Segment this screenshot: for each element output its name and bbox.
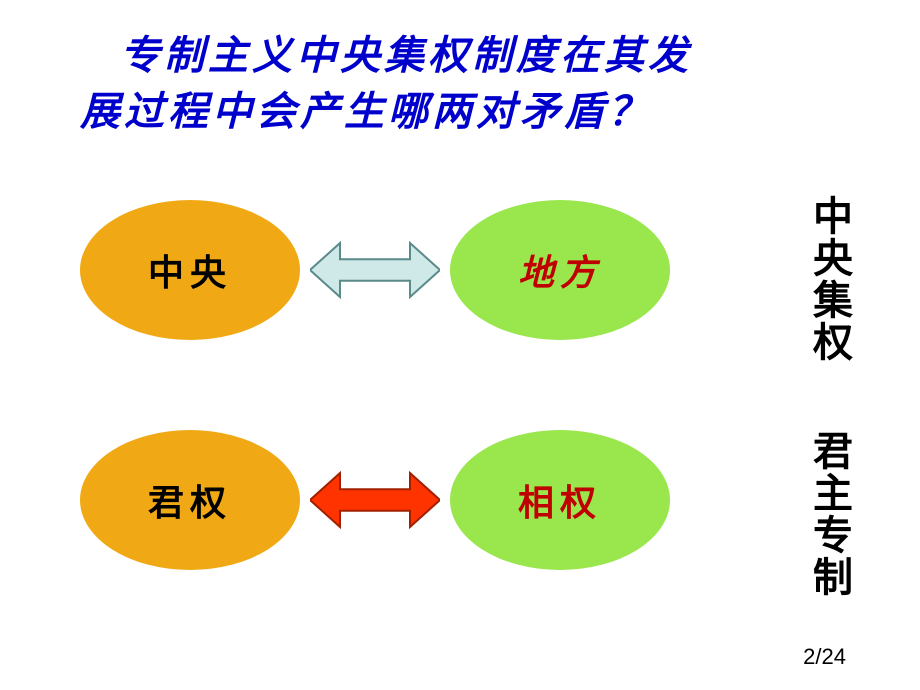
ellipse-local: 地方 [450, 200, 670, 340]
double-arrow-bottom [310, 470, 440, 535]
side-label-autocracy: 君主专制 [800, 430, 858, 598]
side-label-centralization: 中央集权 [800, 195, 858, 363]
ellipse-label: 君权 [148, 474, 232, 526]
title-line-2: 展过程中会产生哪两对矛盾？ [80, 84, 800, 140]
page-total: 24 [822, 644, 846, 669]
ellipse-label: 中央 [148, 244, 232, 296]
page-current: 2 [803, 644, 815, 669]
ellipse-minister-power: 相权 [450, 430, 670, 570]
ellipse-label: 相权 [518, 474, 602, 526]
slide-title: 专制主义中央集权制度在其发 展过程中会产生哪两对矛盾？ [80, 28, 800, 140]
ellipse-label: 地方 [518, 244, 602, 296]
page-number: 2/24 [803, 644, 846, 670]
double-arrow-top [310, 240, 440, 305]
title-line-1: 专制主义中央集权制度在其发 [80, 28, 800, 84]
ellipse-monarch-power: 君权 [80, 430, 300, 570]
ellipse-central: 中央 [80, 200, 300, 340]
